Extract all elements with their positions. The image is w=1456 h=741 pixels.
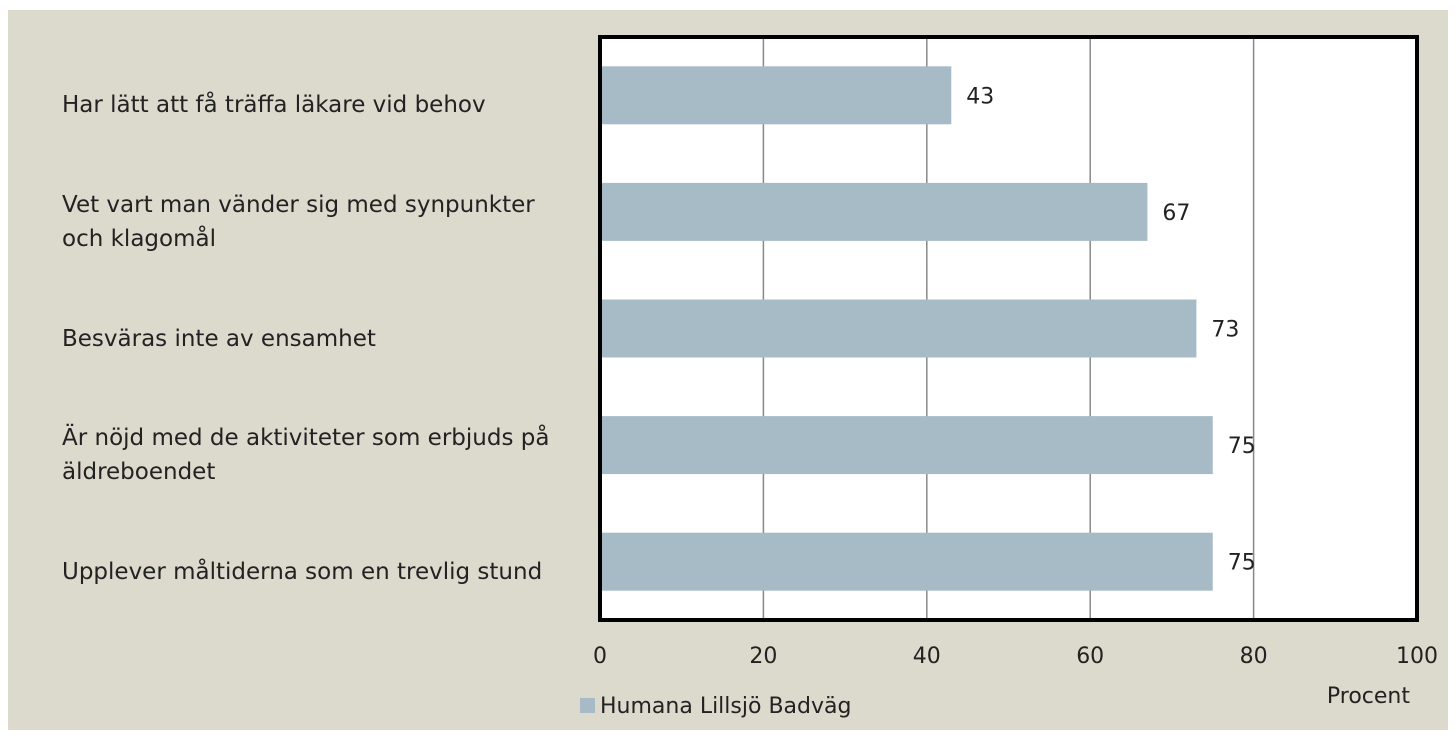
category-label: Vet vart man vänder sig med synpunkter o… — [62, 191, 535, 252]
x-axis-label: Procent — [1327, 684, 1410, 709]
category-label: Besväras inte av ensamhet — [62, 325, 376, 352]
bar — [600, 532, 1213, 591]
data-label: 73 — [1211, 318, 1239, 343]
data-label: 43 — [966, 84, 994, 109]
category-label: Har lätt att få träffa läkare vid behov — [62, 92, 486, 119]
data-label: 67 — [1162, 201, 1190, 226]
x-tick-label: 40 — [913, 644, 941, 669]
category-label: Är nöjd med de aktiviteter som erbjuds p… — [62, 425, 550, 486]
bar — [600, 416, 1213, 475]
data-label: 75 — [1228, 551, 1256, 576]
bar — [600, 182, 1148, 241]
bar — [600, 66, 952, 125]
plot-border — [598, 35, 1419, 622]
legend-swatch — [580, 698, 595, 713]
x-tick-label: 80 — [1240, 644, 1268, 669]
x-tick-label: 0 — [593, 644, 607, 669]
bar — [600, 299, 1197, 358]
x-tick-label: 60 — [1076, 644, 1104, 669]
category-label: Upplever måltiderna som en trevlig stund — [62, 558, 543, 585]
x-tick-label: 20 — [749, 644, 777, 669]
x-tick-label: 100 — [1396, 644, 1438, 669]
data-label: 75 — [1228, 434, 1256, 459]
legend-label: Humana Lillsjö Badväg — [600, 694, 851, 719]
